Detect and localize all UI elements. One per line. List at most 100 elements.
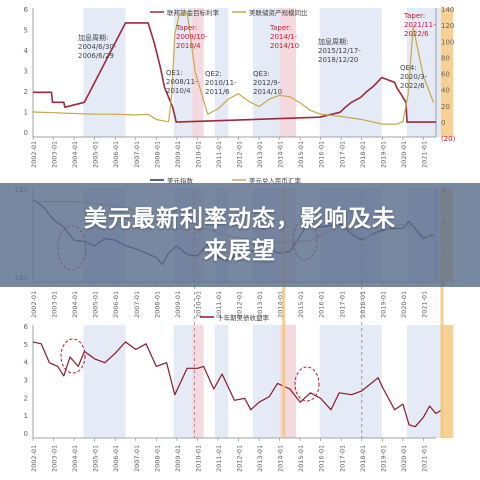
x-tick-label: 2015-01 [297,291,305,318]
x-tick-label: 2017-01 [338,141,346,168]
series-line-1-1 [33,22,436,123]
qe4-band-3 [407,325,442,438]
y-tick-label-left: 3 [24,68,28,76]
x-tick-label: 2006-01 [112,445,120,472]
x-tick-label: 2010-01 [194,141,202,168]
y-tick-label-left: 1 [24,412,28,420]
taper-band-2009-3 [192,325,204,438]
annotation-text: 加息周期: [78,33,108,42]
annotation-text: 2012/9- [253,79,281,87]
legend-label: 美联储资产规模同比 [249,8,308,17]
qe2-band-3 [214,325,229,438]
x-tick-label: 2005-01 [92,141,100,168]
x-tick-label: 2018-01 [359,141,367,168]
x-tick-label: 2011-01 [215,445,223,472]
y-tick-label-right: 140 [441,6,454,14]
x-tick-label: 2011-01 [215,291,223,318]
x-tick-label: 2003-01 [51,141,59,168]
y-tick-label-right: 100 [441,38,454,46]
x-tick-label: 2004-01 [71,291,79,318]
x-tick-label: 2017-01 [338,445,346,472]
y-tick-label-left: 4 [24,359,29,367]
y-tick-label-right: 20 [441,103,450,111]
x-tick-label: 2019-01 [379,291,387,318]
y-tick-label-right: 60 [441,71,450,79]
x-tick-label: 2014-01 [277,141,285,168]
legend-label: 美元指数 [167,176,194,185]
banner-title-line-1: 美元最新利率动态，影响及未 [84,206,396,232]
x-tick-label: 2021-01 [420,291,428,318]
annotation-text: 2021/11- [404,21,436,29]
x-tick-label: 2021-01 [420,445,428,472]
highlight-circle [60,338,86,374]
legend-label: 联邦基金目标利率 [167,8,220,17]
annotation-text: QE1: [166,69,183,77]
x-tick-label: 2002-01 [30,291,38,318]
x-tick-label: 2008-01 [153,291,161,318]
annotation-text: Taper: [175,24,197,32]
y-tick-label-right: 80 [441,54,450,62]
x-tick-label: 2006-01 [112,141,120,168]
y-tick-label-left: 6 [24,6,29,14]
x-tick-label: 2003-01 [51,291,59,318]
x-tick-label: 2020-01 [400,291,408,318]
x-tick-label: 2011-01 [215,141,223,168]
x-tick-label: 2007-01 [133,291,141,318]
y-tick-label-left: 6 [24,323,29,331]
annotation-text: 加息周期: [318,37,348,46]
x-tick-label: 2020-01 [400,445,408,472]
y-tick-label-left: 5 [24,27,28,35]
annotation-text: 2011/6 [205,88,230,96]
x-tick-label: 2015-01 [297,445,305,472]
banner-title-line-2: 来展望 [204,238,276,264]
x-tick-label: 2010-01 [194,445,202,472]
x-tick-label: 2013-01 [256,445,264,472]
series-line-1-2 [32,11,435,125]
x-tick-label: 2002-01 [30,445,38,472]
x-tick-label: 2018-01 [359,291,367,318]
annotation-text: 2014/10 [270,42,299,50]
taper-band-2014-1 [279,8,297,137]
y-tick-label-left: 0 [24,430,28,438]
x-tick-label: 2008-01 [153,445,161,472]
x-tick-label: 2009-01 [174,445,182,472]
annotation-text: 2018/12/20 [318,56,358,64]
annotation-text: Taper: [269,24,291,32]
x-tick-label: 2014-01 [277,291,285,318]
x-tick-label: 2009-01 [174,141,182,168]
y-tick-label-right: 40 [441,87,450,95]
x-tick-label: 2006-01 [112,291,120,318]
x-tick-label: 2016-01 [318,291,326,318]
annotation-text: 2009/10- [176,33,208,41]
x-tick-label: 2017-01 [338,291,346,318]
series-line-3-1 [32,341,443,428]
annotation-text: QE2: [205,70,222,78]
x-tick-label: 2009-01 [174,291,182,318]
y-tick-label-right: 0 [441,119,445,127]
x-tick-label: 2020-01 [400,141,408,168]
annotation-text: 2010/4 [166,87,191,95]
qe2-band-1 [214,8,229,137]
annotation-text: 2008/11- [166,78,198,86]
annotation-text: Taper: [403,12,425,20]
x-tick-label: 2016-01 [318,141,326,168]
x-tick-label: 2010-01 [194,291,202,318]
y-tick-label-right: 120 [441,22,454,30]
annotation-text: 2010/11- [205,79,237,87]
x-tick-label: 2005-01 [92,291,100,318]
taper-band-2021-3 [440,325,454,438]
x-tick-label: 2012-01 [236,291,244,318]
x-tick-label: 2021-01 [420,141,428,168]
hiking-cycle-band-2015-3 [319,325,382,438]
x-tick-label: 2007-01 [133,141,141,168]
hiking-cycle-band-2004-1 [83,8,126,137]
title-banner: 美元最新利率动态，影响及未 来展望 [0,183,480,287]
x-tick-label: 2008-01 [153,141,161,168]
annotation-text: QE3: [253,70,270,78]
y-tick-label-left: 4 [24,47,29,55]
x-tick-label: 2005-01 [92,445,100,472]
y-tick-label-right: (20) [441,135,456,143]
x-tick-label: 2012-01 [236,141,244,168]
legend-label: 十年期美债收益率 [217,313,270,322]
taper-band-2009-1 [192,8,204,137]
